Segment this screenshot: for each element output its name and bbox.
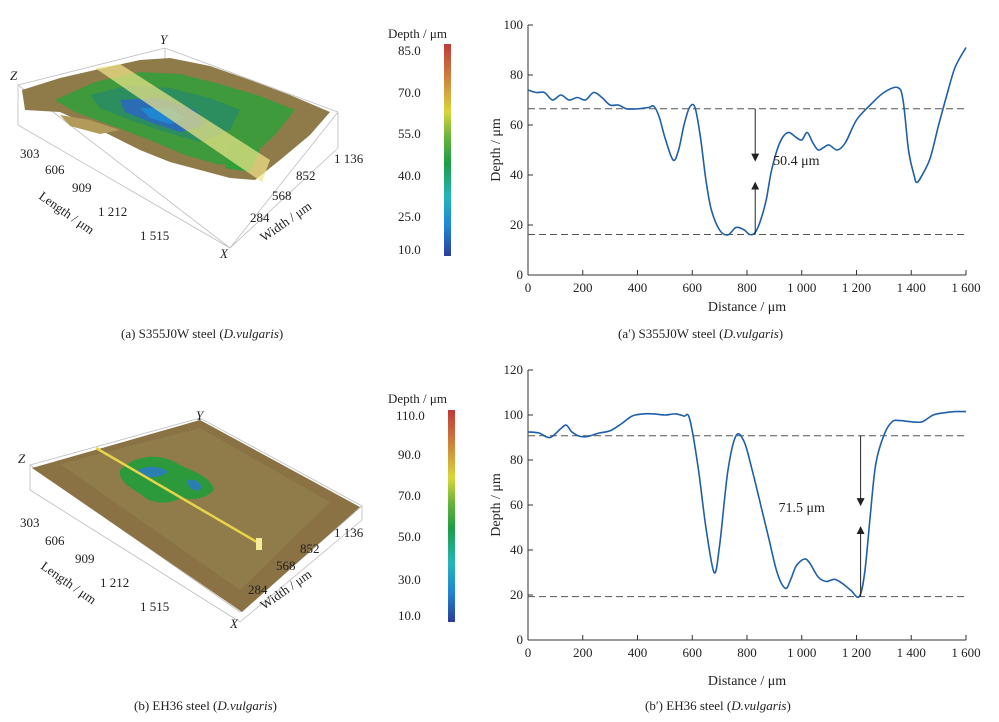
surface-plot-a: Z Y X 303 606 909 1 212 1 515 Length / μ… bbox=[10, 26, 451, 341]
depth-annotation: 71.5 μm bbox=[779, 501, 826, 516]
colorbar-tick-a-1: 85.0 bbox=[398, 43, 421, 58]
x-tick-label: 200 bbox=[573, 280, 593, 295]
width-tick-b-2: 568 bbox=[276, 558, 296, 573]
colorbar-tick-b-1: 110.0 bbox=[396, 408, 425, 423]
x-tick-label: 1 400 bbox=[897, 280, 926, 295]
axis-z-label-a: Z bbox=[10, 68, 18, 83]
y-tick-label: 20 bbox=[510, 587, 523, 602]
colorbar-tick-a-3: 55.0 bbox=[398, 126, 421, 141]
y-tick-label: 100 bbox=[504, 407, 524, 422]
y-tick-label: 0 bbox=[517, 267, 524, 282]
length-tick-b-2: 606 bbox=[45, 533, 65, 548]
colorbar-tick-b-2: 90.0 bbox=[398, 447, 421, 462]
line-chart-a-prime: 0 200 400 600 800 1 000 1 200 1 400 1 600 0 20 40 60… bbox=[489, 17, 981, 341]
y-tick-label: 120 bbox=[504, 362, 524, 377]
surface-box-b bbox=[29, 417, 363, 623]
length-tick-b-3: 909 bbox=[75, 551, 95, 566]
colorbar-tick-b-6: 10.0 bbox=[398, 608, 421, 623]
x-tick-label: 1 600 bbox=[951, 280, 980, 295]
colorbar-b: Depth / μm 110.0 90.0 70.0 50.0 30.0 10.… bbox=[388, 391, 455, 623]
length-axis-label-a: Length / μm bbox=[36, 188, 97, 237]
width-tick-a-1: 284 bbox=[250, 210, 270, 225]
x-tick-label: 400 bbox=[628, 280, 648, 295]
surface-terrain-b bbox=[32, 420, 360, 612]
line-chart-b-prime: 0 200 400 600 800 1 000 1 200 1 400 1 600 0 20 40 60… bbox=[489, 362, 981, 713]
y-tick-label: 60 bbox=[510, 117, 523, 132]
colorbar-tick-a-2: 70.0 bbox=[398, 85, 421, 100]
x-tick-label: 0 bbox=[525, 645, 532, 660]
y-tick-label: 60 bbox=[510, 497, 523, 512]
x-tick-label: 600 bbox=[683, 645, 703, 660]
axis-y-label-a: Y bbox=[160, 32, 169, 47]
x-axis-label: Distance / μm bbox=[708, 300, 786, 315]
depth-annotation: 50.4 μm bbox=[773, 154, 820, 169]
y-tick-label: 40 bbox=[510, 167, 523, 182]
colorbar-tick-a-6: 10.0 bbox=[398, 242, 421, 257]
length-tick-a-1: 303 bbox=[20, 146, 40, 161]
axis-x-label-a: X bbox=[219, 246, 229, 261]
length-tick-a-5: 1 515 bbox=[140, 228, 169, 243]
x-tick-label: 1 200 bbox=[842, 280, 871, 295]
colorbar-tick-a-4: 40.0 bbox=[398, 168, 421, 183]
y-axis-label: Depth / μm bbox=[489, 473, 504, 537]
colorbar-tick-b-3: 70.0 bbox=[398, 488, 421, 503]
depth-profile-line bbox=[527, 47, 967, 236]
colorbar-tick-b-5: 30.0 bbox=[398, 572, 421, 587]
y-tick-label: 80 bbox=[510, 67, 523, 82]
x-tick-label: 1 600 bbox=[951, 645, 980, 660]
axis-x-label-b: X bbox=[229, 616, 239, 631]
width-tick-a-3: 852 bbox=[296, 168, 316, 183]
y-tick-label: 20 bbox=[510, 217, 523, 232]
axis-y-label-b: Y bbox=[196, 408, 205, 423]
width-tick-b-4: 1 136 bbox=[334, 525, 364, 540]
colorbar-title-a: Depth / μm bbox=[388, 26, 447, 41]
y-tick-label: 100 bbox=[504, 17, 524, 32]
x-axis-label: Distance / μm bbox=[708, 674, 786, 689]
y-tick-label: 40 bbox=[510, 542, 523, 557]
y-tick-label: 0 bbox=[517, 632, 524, 647]
length-tick-a-2: 606 bbox=[45, 162, 65, 177]
width-tick-a-2: 568 bbox=[272, 188, 292, 203]
width-tick-b-1: 284 bbox=[248, 582, 268, 597]
x-tick-label: 600 bbox=[683, 280, 703, 295]
colorbar-a: Depth / μm 85.0 70.0 55.0 40.0 25.0 10.0 bbox=[388, 26, 451, 257]
surface-terrain-a bbox=[22, 58, 330, 182]
x-tick-label: 400 bbox=[628, 645, 648, 660]
width-tick-a-4: 1 136 bbox=[334, 151, 364, 166]
surface-box-a bbox=[17, 47, 339, 249]
length-tick-a-3: 909 bbox=[72, 180, 92, 195]
depth-profile-line bbox=[527, 410, 967, 599]
caption-b: (b) EH36 steel (D.vulgaris) bbox=[134, 698, 277, 713]
y-axis-label: Depth / μm bbox=[489, 118, 504, 182]
x-tick-label: 800 bbox=[737, 645, 757, 660]
x-tick-label: 0 bbox=[525, 280, 532, 295]
x-tick-label: 1 000 bbox=[787, 280, 816, 295]
length-tick-b-4: 1 212 bbox=[100, 575, 129, 590]
length-tick-a-4: 1 212 bbox=[98, 204, 127, 219]
colorbar-title-b: Depth / μm bbox=[388, 391, 447, 406]
x-tick-label: 1 400 bbox=[897, 645, 926, 660]
chart-caption: (b′) EH36 steel (D.vulgaris) bbox=[645, 698, 791, 713]
axis-z-label-b: Z bbox=[18, 451, 26, 466]
colorbar-tick-b-4: 50.0 bbox=[398, 529, 421, 544]
length-tick-b-1: 303 bbox=[20, 515, 40, 530]
caption-a: (a) S355J0W steel (D.vulgaris) bbox=[121, 326, 283, 341]
x-tick-label: 1 200 bbox=[842, 645, 871, 660]
x-tick-label: 800 bbox=[737, 280, 757, 295]
width-tick-b-3: 852 bbox=[300, 541, 320, 556]
y-tick-label: 80 bbox=[510, 452, 523, 467]
x-tick-label: 1 000 bbox=[787, 645, 816, 660]
surface-plot-b: Z Y X 303 606 909 1 212 1 515 Length / μ… bbox=[18, 391, 455, 713]
x-tick-label: 200 bbox=[573, 645, 593, 660]
colorbar-tick-a-5: 25.0 bbox=[398, 209, 421, 224]
chart-caption: (a′) S355J0W steel (D.vulgaris) bbox=[618, 326, 783, 341]
length-tick-b-5: 1 515 bbox=[140, 599, 169, 614]
